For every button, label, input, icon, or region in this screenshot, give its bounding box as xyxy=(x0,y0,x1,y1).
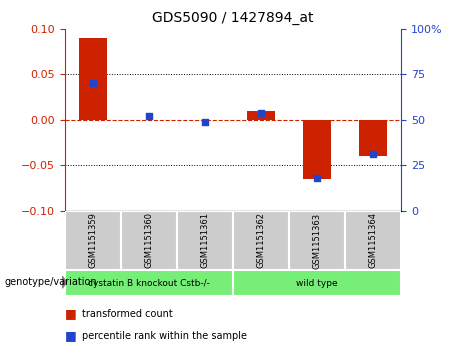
Point xyxy=(201,119,208,125)
Text: GSM1151362: GSM1151362 xyxy=(256,212,266,269)
Text: percentile rank within the sample: percentile rank within the sample xyxy=(82,331,247,341)
Point xyxy=(145,113,152,119)
Point xyxy=(313,175,321,181)
Text: GSM1151360: GSM1151360 xyxy=(144,212,153,269)
Text: GSM1151364: GSM1151364 xyxy=(368,212,378,269)
Point xyxy=(89,81,96,86)
Bar xyxy=(289,211,345,270)
Point xyxy=(257,110,265,115)
Bar xyxy=(65,211,121,270)
Bar xyxy=(78,38,106,120)
Text: genotype/variation: genotype/variation xyxy=(5,277,97,287)
Text: wild type: wild type xyxy=(296,279,338,287)
Polygon shape xyxy=(62,276,67,288)
Bar xyxy=(177,211,233,270)
Bar xyxy=(233,211,289,270)
Text: GSM1151361: GSM1151361 xyxy=(200,212,209,269)
Text: cystatin B knockout Cstb-/-: cystatin B knockout Cstb-/- xyxy=(88,279,210,287)
Point xyxy=(369,151,377,157)
Bar xyxy=(303,120,331,179)
Text: ■: ■ xyxy=(65,329,76,342)
Bar xyxy=(345,211,401,270)
Text: ■: ■ xyxy=(65,307,76,321)
Title: GDS5090 / 1427894_at: GDS5090 / 1427894_at xyxy=(152,11,313,25)
Bar xyxy=(65,270,233,296)
Bar xyxy=(247,111,275,120)
Text: transformed count: transformed count xyxy=(82,309,173,319)
Text: GSM1151363: GSM1151363 xyxy=(313,212,321,269)
Bar xyxy=(121,211,177,270)
Text: GSM1151359: GSM1151359 xyxy=(88,213,97,268)
Bar xyxy=(233,270,401,296)
Bar xyxy=(359,120,387,156)
